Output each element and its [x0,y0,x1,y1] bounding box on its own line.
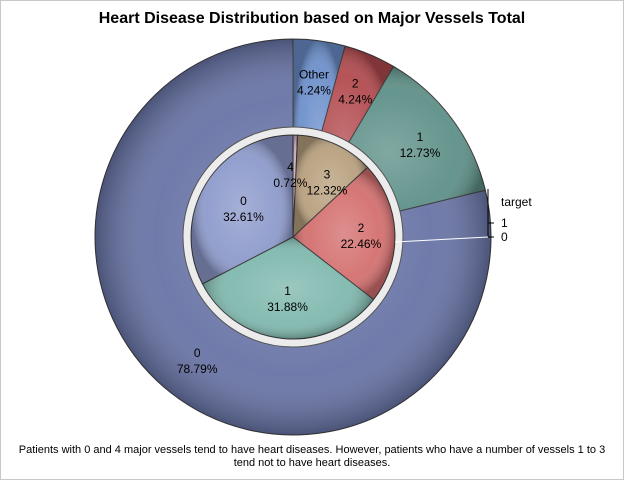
outer-value-other: 4.24% [297,83,331,97]
outer-value-0: 78.79% [177,362,218,376]
outer-label-2: 2 [352,77,359,91]
inner-label-1: 1 [284,284,291,298]
inner-slice-shade-2 [293,167,395,300]
outer-value-1: 12.73% [400,146,441,160]
inner-value-3: 12.32% [307,184,348,198]
legend-entry-0: 0 [501,230,508,244]
legend-title: target [501,195,532,209]
outer-label-other: Other [299,67,329,81]
slice-labels: 4 0.72% 3 12.32% 2 22.46% 1 31.88% 0 32.61% Other 4… [177,67,441,375]
inner-value-4: 0.72% [273,176,307,190]
legend: target 10 [394,189,532,244]
legend-leader [394,236,489,243]
outer-value-2: 4.24% [338,93,372,107]
inner-value-0: 32.61% [223,210,264,224]
inner-label-4: 4 [287,160,294,174]
inner-ring [182,126,404,348]
chart-footnote: Patients with 0 and 4 major vessels tend… [18,444,606,469]
inner-value-2: 22.46% [341,237,382,251]
inner-slice-shade-0 [191,135,293,284]
outer-label-0: 0 [194,346,201,360]
inner-slice-shade-1 [202,237,374,339]
inner-label-2: 2 [358,221,365,235]
chart-title: Heart Disease Distribution based on Majo… [98,10,526,27]
inner-label-3: 3 [324,168,331,182]
inner-label-0: 0 [240,194,247,208]
legend-entry-1: 1 [501,216,508,230]
inner-slice-shade-3 [293,135,368,237]
outer-label-1: 1 [417,130,424,144]
inner-value-1: 31.88% [267,300,308,314]
